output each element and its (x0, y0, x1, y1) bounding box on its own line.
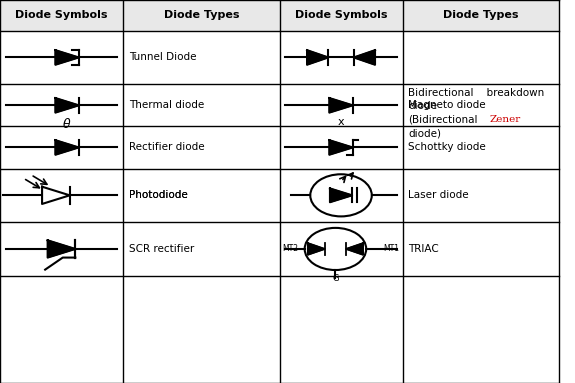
Text: MT1: MT1 (384, 244, 400, 254)
Text: Diode Symbols: Diode Symbols (16, 10, 108, 20)
Text: Magneto diode: Magneto diode (408, 100, 486, 110)
Text: Schottky diode: Schottky diode (408, 142, 486, 152)
Text: Diode Types: Diode Types (443, 10, 519, 20)
Polygon shape (48, 241, 75, 258)
Text: Rectifier diode: Rectifier diode (129, 142, 204, 152)
Text: $\theta$: $\theta$ (62, 117, 72, 131)
Polygon shape (55, 50, 79, 65)
Polygon shape (329, 98, 352, 113)
Text: SCR rectifier: SCR rectifier (129, 244, 194, 254)
Polygon shape (55, 140, 79, 155)
Text: Laser diode: Laser diode (408, 190, 469, 200)
Bar (0, 0, 123, 31)
Polygon shape (307, 50, 328, 65)
Text: diode): diode) (408, 128, 441, 138)
Polygon shape (346, 243, 363, 255)
Text: Tunnel Diode: Tunnel Diode (129, 52, 196, 62)
Polygon shape (55, 98, 79, 113)
Text: MT2: MT2 (282, 244, 298, 254)
Text: Photodiode: Photodiode (129, 190, 187, 200)
Text: Zener: Zener (489, 115, 520, 124)
Bar (279, 0, 402, 31)
Text: Thermal diode: Thermal diode (129, 100, 204, 110)
Text: G: G (332, 274, 339, 283)
Polygon shape (329, 140, 352, 155)
Text: Diode Symbols: Diode Symbols (295, 10, 388, 20)
Text: x: x (338, 117, 344, 127)
Text: diode: diode (408, 101, 437, 111)
Text: Bidirectional    breakdown: Bidirectional breakdown (408, 88, 545, 98)
Text: Diode Types: Diode Types (163, 10, 239, 20)
Text: Photodiode: Photodiode (129, 190, 187, 200)
Bar (123, 0, 279, 31)
Polygon shape (330, 188, 352, 202)
Text: TRIAC: TRIAC (408, 244, 439, 254)
Polygon shape (354, 50, 375, 65)
Bar (402, 0, 559, 31)
Text: (Bidirectional: (Bidirectional (408, 115, 478, 125)
Polygon shape (308, 243, 325, 255)
